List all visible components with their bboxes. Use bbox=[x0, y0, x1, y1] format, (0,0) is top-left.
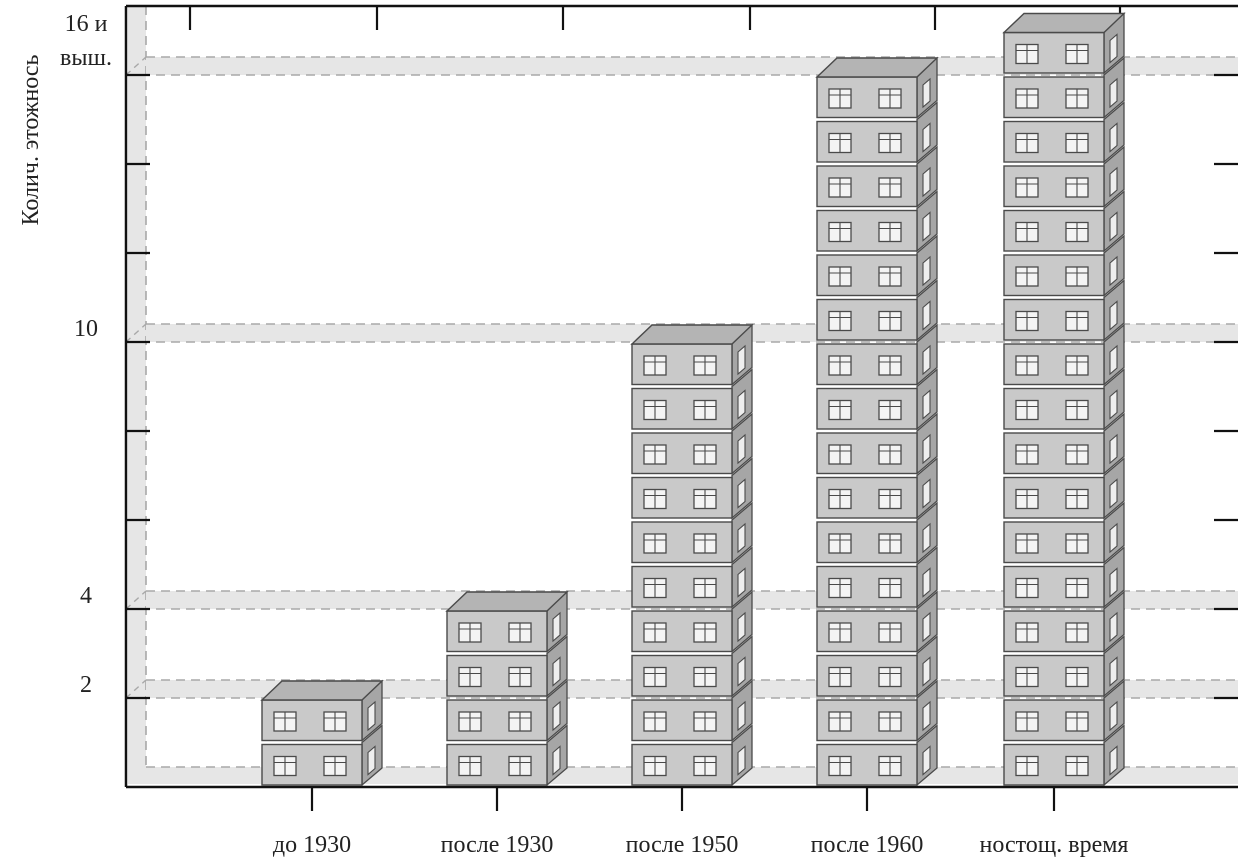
building-floor bbox=[1003, 368, 1125, 431]
building-floor bbox=[631, 724, 753, 787]
building-floor bbox=[816, 190, 938, 253]
building-floor bbox=[816, 546, 938, 609]
building-floor bbox=[816, 323, 938, 386]
building-floor bbox=[1003, 724, 1125, 787]
building-floor bbox=[816, 368, 938, 431]
y-tick-label-line: 16 и bbox=[65, 11, 108, 37]
building-floor bbox=[1003, 457, 1125, 520]
y-tick-label: 4 bbox=[80, 583, 92, 609]
axis-labels: до 1930 после 1930 после 1950 после 1960 нос… bbox=[60, 11, 1128, 858]
building-floor bbox=[1003, 590, 1125, 653]
y-tick-label: 10 bbox=[74, 316, 98, 342]
y-tick-label: 2 bbox=[80, 672, 92, 698]
building-floor bbox=[631, 368, 753, 431]
building-floor bbox=[1003, 679, 1125, 742]
axis-ticks bbox=[126, 6, 1238, 811]
building-roof bbox=[445, 591, 569, 612]
building-floor bbox=[1003, 56, 1125, 119]
building-bar bbox=[260, 679, 384, 787]
building-floor bbox=[631, 546, 753, 609]
building-floor bbox=[446, 724, 568, 787]
building-floor bbox=[446, 635, 568, 698]
building-bar bbox=[445, 590, 569, 787]
building-floor bbox=[1003, 635, 1125, 698]
building-floor bbox=[816, 590, 938, 653]
building-roof bbox=[260, 680, 384, 701]
reference-band-corner bbox=[125, 56, 147, 76]
building-floor bbox=[1003, 234, 1125, 297]
building-floor bbox=[1003, 12, 1125, 75]
building-floor bbox=[816, 457, 938, 520]
building-bars bbox=[260, 12, 1126, 787]
building-floor bbox=[816, 412, 938, 475]
building-floor bbox=[631, 457, 753, 520]
x-tick-label: ностощ. время bbox=[980, 832, 1129, 858]
building-floor bbox=[1003, 190, 1125, 253]
building-floor bbox=[1003, 101, 1125, 164]
y-tick-label: 16 и выш. bbox=[60, 11, 112, 71]
building-floor bbox=[816, 635, 938, 698]
x-tick-label: до 1930 bbox=[273, 832, 351, 858]
building-floor bbox=[1003, 412, 1125, 475]
building-floor bbox=[1003, 501, 1125, 564]
building-floor bbox=[631, 412, 753, 475]
building-floor bbox=[816, 101, 938, 164]
y-tick-label-line: выш. bbox=[60, 45, 112, 71]
building-bar bbox=[815, 56, 939, 787]
building-floor bbox=[261, 724, 383, 787]
building-floor bbox=[816, 234, 938, 297]
building-roof bbox=[630, 324, 754, 345]
reference-band-corner bbox=[125, 679, 147, 699]
x-tick-label: после 1960 bbox=[811, 832, 924, 858]
left-depth-band bbox=[128, 6, 146, 784]
y-axis-title: Колич. этожнось bbox=[18, 55, 44, 226]
building-floor bbox=[1003, 279, 1125, 342]
x-tick-label: после 1950 bbox=[626, 832, 739, 858]
building-roof bbox=[815, 57, 939, 78]
building-roof bbox=[1002, 12, 1126, 34]
building-floor bbox=[446, 679, 568, 742]
building-floor bbox=[631, 635, 753, 698]
reference-band bbox=[146, 57, 1238, 75]
building-floor bbox=[446, 590, 568, 653]
building-floor bbox=[816, 724, 938, 787]
x-tick-label: после 1930 bbox=[441, 832, 554, 858]
building-floor bbox=[631, 590, 753, 653]
building-floor bbox=[631, 679, 753, 742]
building-floor bbox=[816, 145, 938, 208]
building-floor bbox=[816, 679, 938, 742]
reference-band-corner bbox=[125, 323, 147, 343]
building-bar bbox=[630, 323, 754, 787]
building-floor bbox=[816, 501, 938, 564]
building-floor bbox=[1003, 546, 1125, 609]
building-floor bbox=[1003, 145, 1125, 208]
reference-band-corner bbox=[125, 590, 147, 610]
building-floor bbox=[816, 56, 938, 119]
building-floor bbox=[816, 279, 938, 342]
building-floor bbox=[1003, 323, 1125, 386]
building-floor bbox=[631, 501, 753, 564]
building-bar bbox=[1002, 12, 1126, 787]
